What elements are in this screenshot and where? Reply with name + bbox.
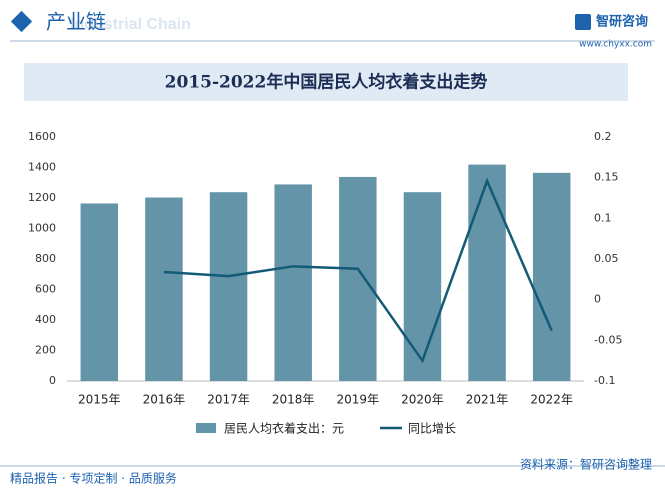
- footer-source: 资料来源：智研咨询整理: [520, 457, 652, 472]
- bar: [339, 176, 377, 381]
- y2-tick-label: -0.1: [594, 374, 615, 387]
- x-tick-label: 2016年: [143, 393, 186, 407]
- legend-label: 同比增长: [408, 422, 456, 436]
- y-tick-label: 1000: [28, 222, 56, 235]
- bar: [274, 184, 312, 381]
- y-tick-label: 600: [35, 283, 56, 296]
- bar: [532, 172, 571, 381]
- y2-tick-label: 0.15: [594, 171, 619, 184]
- x-tick-label: 2021年: [466, 393, 509, 407]
- x-tick-label: 2015年: [78, 393, 121, 407]
- y-tick-label: 1400: [28, 161, 56, 174]
- y2-tick-label: 0.1: [594, 211, 612, 224]
- bar: [209, 192, 248, 381]
- y-tick-label: 1200: [28, 191, 56, 204]
- y2-tick-label: 0.05: [594, 252, 619, 265]
- bar: [403, 192, 442, 381]
- y-tick-label: 200: [35, 344, 56, 357]
- y-tick-label: 400: [35, 313, 56, 326]
- x-tick-label: 2020年: [401, 393, 444, 407]
- logo-text: 智研咨询: [596, 14, 648, 30]
- bar: [468, 164, 506, 381]
- y2-tick-label: -0.05: [594, 333, 622, 346]
- legend-swatch: [196, 423, 216, 433]
- y-tick-label: 1600: [28, 130, 56, 143]
- legend-label: 居民人均衣着支出：元: [224, 421, 344, 436]
- bar: [80, 203, 119, 381]
- logo-url: www.chyxx.com: [579, 40, 652, 50]
- header-icon: [10, 10, 33, 33]
- x-tick-label: 2022年: [530, 393, 573, 407]
- title-box: [24, 63, 628, 101]
- bar: [145, 197, 183, 381]
- header-title: 产业链: [46, 10, 106, 34]
- chart-title: 2015-2022年中国居民人均衣着支出走势: [165, 72, 488, 93]
- header-watermark: Industrial Chain: [70, 16, 191, 33]
- y-tick-label: 800: [35, 252, 56, 265]
- x-tick-label: 2019年: [337, 393, 380, 407]
- y2-tick-label: 0.2: [594, 130, 612, 143]
- y-tick-label: 0: [49, 374, 56, 387]
- x-tick-label: 2018年: [272, 393, 315, 407]
- x-tick-label: 2017年: [207, 393, 250, 407]
- y2-tick-label: 0: [594, 293, 601, 306]
- footer-slogan: 精品报告 · 专项定制 · 品质服务: [10, 471, 177, 486]
- logo-icon: [575, 14, 591, 30]
- line: [163, 177, 553, 364]
